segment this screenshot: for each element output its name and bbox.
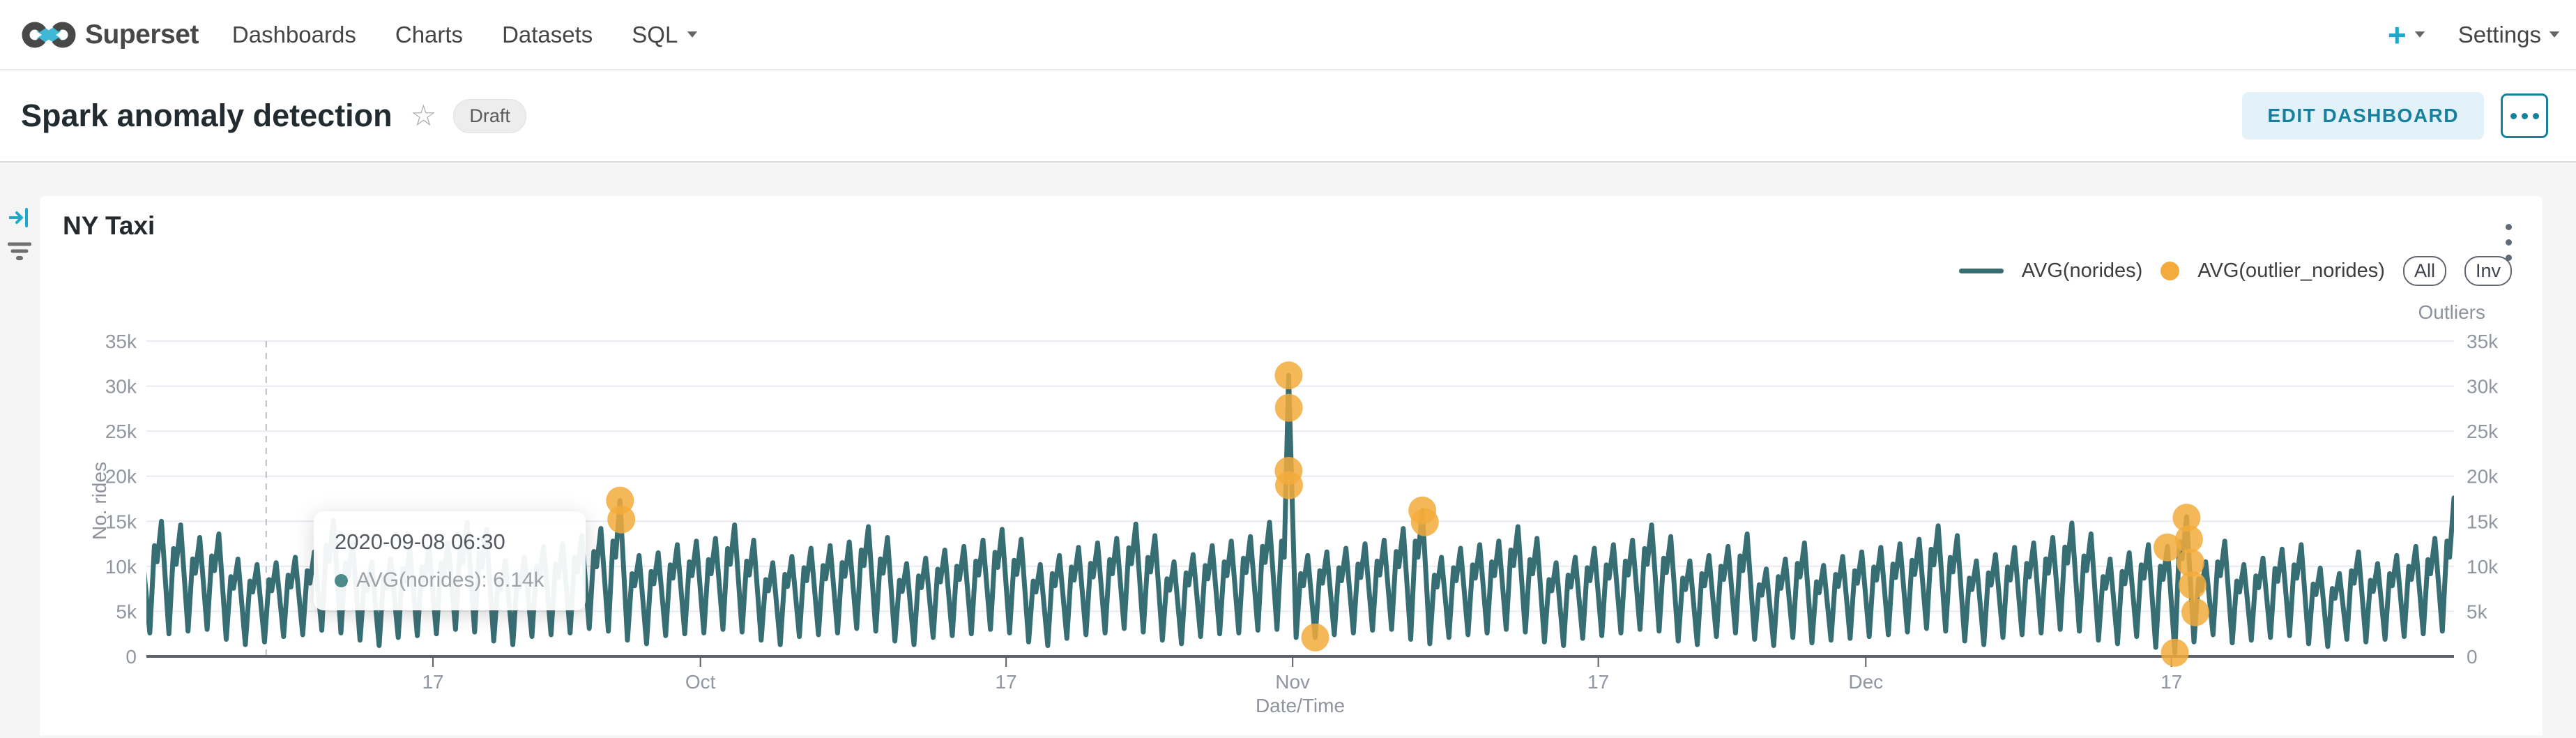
- y-axis-label-right: 20k: [2467, 466, 2499, 488]
- line-series-swatch[interactable]: [1958, 269, 2004, 273]
- y-axis-label-right: 15k: [2467, 511, 2499, 532]
- filter-bar: [0, 163, 40, 735]
- y-axis-label: 5k: [116, 601, 137, 622]
- y-axis-label-right: 25k: [2467, 421, 2499, 442]
- outlier-point[interactable]: [2154, 533, 2181, 562]
- outlier-point[interactable]: [1410, 508, 1439, 536]
- secondary-y-axis-title: Outliers: [2418, 301, 2485, 323]
- legend-label-outlier-norides[interactable]: AVG(outlier_norides): [2197, 259, 2385, 282]
- chevron-down-icon: [2549, 31, 2560, 38]
- y-axis-label: 30k: [105, 376, 137, 398]
- top-nav: Superset Dashboards Charts Datasets SQL …: [0, 0, 2576, 70]
- y-axis-label-right: 35k: [2467, 331, 2499, 352]
- edit-dashboard-button[interactable]: EDIT DASHBOARD: [2242, 92, 2484, 140]
- tooltip-timestamp: 2020-09-08 06:30: [335, 529, 505, 554]
- y-axis-label: 25k: [105, 421, 137, 442]
- ellipsis-icon: [2510, 112, 2517, 119]
- x-axis-label: 17: [2160, 671, 2182, 693]
- chevron-down-icon: [687, 31, 698, 38]
- chart-title: NY Taxi: [63, 211, 155, 240]
- status-badge: Draft: [453, 98, 526, 133]
- legend-all-button[interactable]: All: [2402, 256, 2446, 286]
- expand-filter-bar-icon[interactable]: [8, 206, 31, 233]
- outlier-point[interactable]: [1274, 393, 1303, 422]
- more-options-button[interactable]: [2501, 93, 2548, 138]
- outlier-point[interactable]: [2174, 525, 2203, 554]
- nav-item-datasets[interactable]: Datasets: [502, 21, 593, 47]
- nav-item-charts[interactable]: Charts: [395, 21, 464, 47]
- outlier-point[interactable]: [1275, 471, 1303, 499]
- tooltip-value: AVG(norides): 6.14k: [356, 568, 544, 592]
- outlier-point[interactable]: [2172, 504, 2201, 532]
- y-axis-label-right: 30k: [2467, 376, 2499, 398]
- chart-card: NY Taxi AVG(norides) AVG(outlier_norides…: [40, 196, 2543, 735]
- y-axis-title: No. rides: [89, 462, 110, 540]
- outlier-point[interactable]: [2181, 598, 2209, 626]
- legend-label-norides[interactable]: AVG(norides): [2021, 259, 2143, 282]
- outlier-point[interactable]: [1301, 623, 1329, 652]
- y-axis-label: 35k: [105, 331, 137, 352]
- chevron-down-icon: [2414, 31, 2425, 38]
- timeseries-plot[interactable]: 0 0 5k 5k 10k 10k 15k 15k 20k 20k 25k 25k 30k 30k 35k 3…: [40, 196, 2543, 735]
- header-actions: EDIT DASHBOARD: [2242, 92, 2548, 140]
- chart-legend: AVG(norides) AVG(outlier_norides) All In…: [1958, 256, 2512, 286]
- x-axis-label: 17: [996, 671, 1017, 693]
- dashboard-body: NY Taxi AVG(norides) AVG(outlier_norides…: [0, 163, 2576, 735]
- x-axis-label: 17: [1587, 671, 1609, 693]
- superset-logo[interactable]: Superset: [21, 20, 199, 50]
- outlier-point[interactable]: [1274, 361, 1303, 390]
- x-axis-label: 17: [422, 671, 443, 693]
- favorite-star-icon[interactable]: ☆: [410, 99, 437, 132]
- y-axis-label: 0: [125, 646, 137, 668]
- brand-name: Superset: [85, 19, 199, 50]
- legend-inv-button[interactable]: Inv: [2464, 256, 2512, 286]
- y-axis-label-right: 5k: [2467, 601, 2488, 622]
- y-axis-label: 10k: [105, 556, 137, 578]
- y-axis-label: 20k: [105, 466, 137, 488]
- chart-tooltip: 2020-09-08 06:30 AVG(norides): 6.14k: [314, 511, 586, 610]
- outlier-point[interactable]: [2177, 548, 2205, 577]
- settings-menu[interactable]: Settings: [2458, 22, 2561, 48]
- x-axis-label: Dec: [1848, 671, 1883, 693]
- y-axis-label-right: 10k: [2467, 556, 2499, 578]
- nav-menu: Dashboards Charts Datasets SQL: [232, 22, 699, 48]
- nav-item-dashboards[interactable]: Dashboards: [231, 21, 356, 47]
- outlier-point[interactable]: [2160, 638, 2189, 667]
- dashboard-header: Spark anomaly detection ☆ Draft EDIT DAS…: [0, 70, 2576, 163]
- chart-kebab-menu-icon[interactable]: [2503, 221, 2515, 264]
- x-axis-title: Date/Time: [1256, 695, 1345, 716]
- filter-funnel-icon[interactable]: [7, 241, 32, 266]
- plus-icon: +: [2387, 16, 2407, 53]
- outlier-series-swatch[interactable]: [2160, 262, 2180, 280]
- superset-infinity-icon: [21, 20, 78, 50]
- y-axis-label-right: 0: [2467, 646, 2478, 668]
- outlier-point[interactable]: [2178, 571, 2207, 599]
- new-item-button[interactable]: +: [2388, 19, 2426, 51]
- dashboard-title: Spark anomaly detection: [21, 98, 393, 133]
- series-color-dot: [335, 573, 348, 587]
- x-axis-label: Oct: [685, 671, 716, 693]
- outlier-point[interactable]: [607, 505, 636, 534]
- nav-item-sql[interactable]: SQL: [632, 22, 699, 48]
- x-axis-label: Nov: [1275, 671, 1310, 693]
- y-axis-label: 15k: [105, 511, 137, 532]
- nav-right: + Settings: [2388, 19, 2561, 51]
